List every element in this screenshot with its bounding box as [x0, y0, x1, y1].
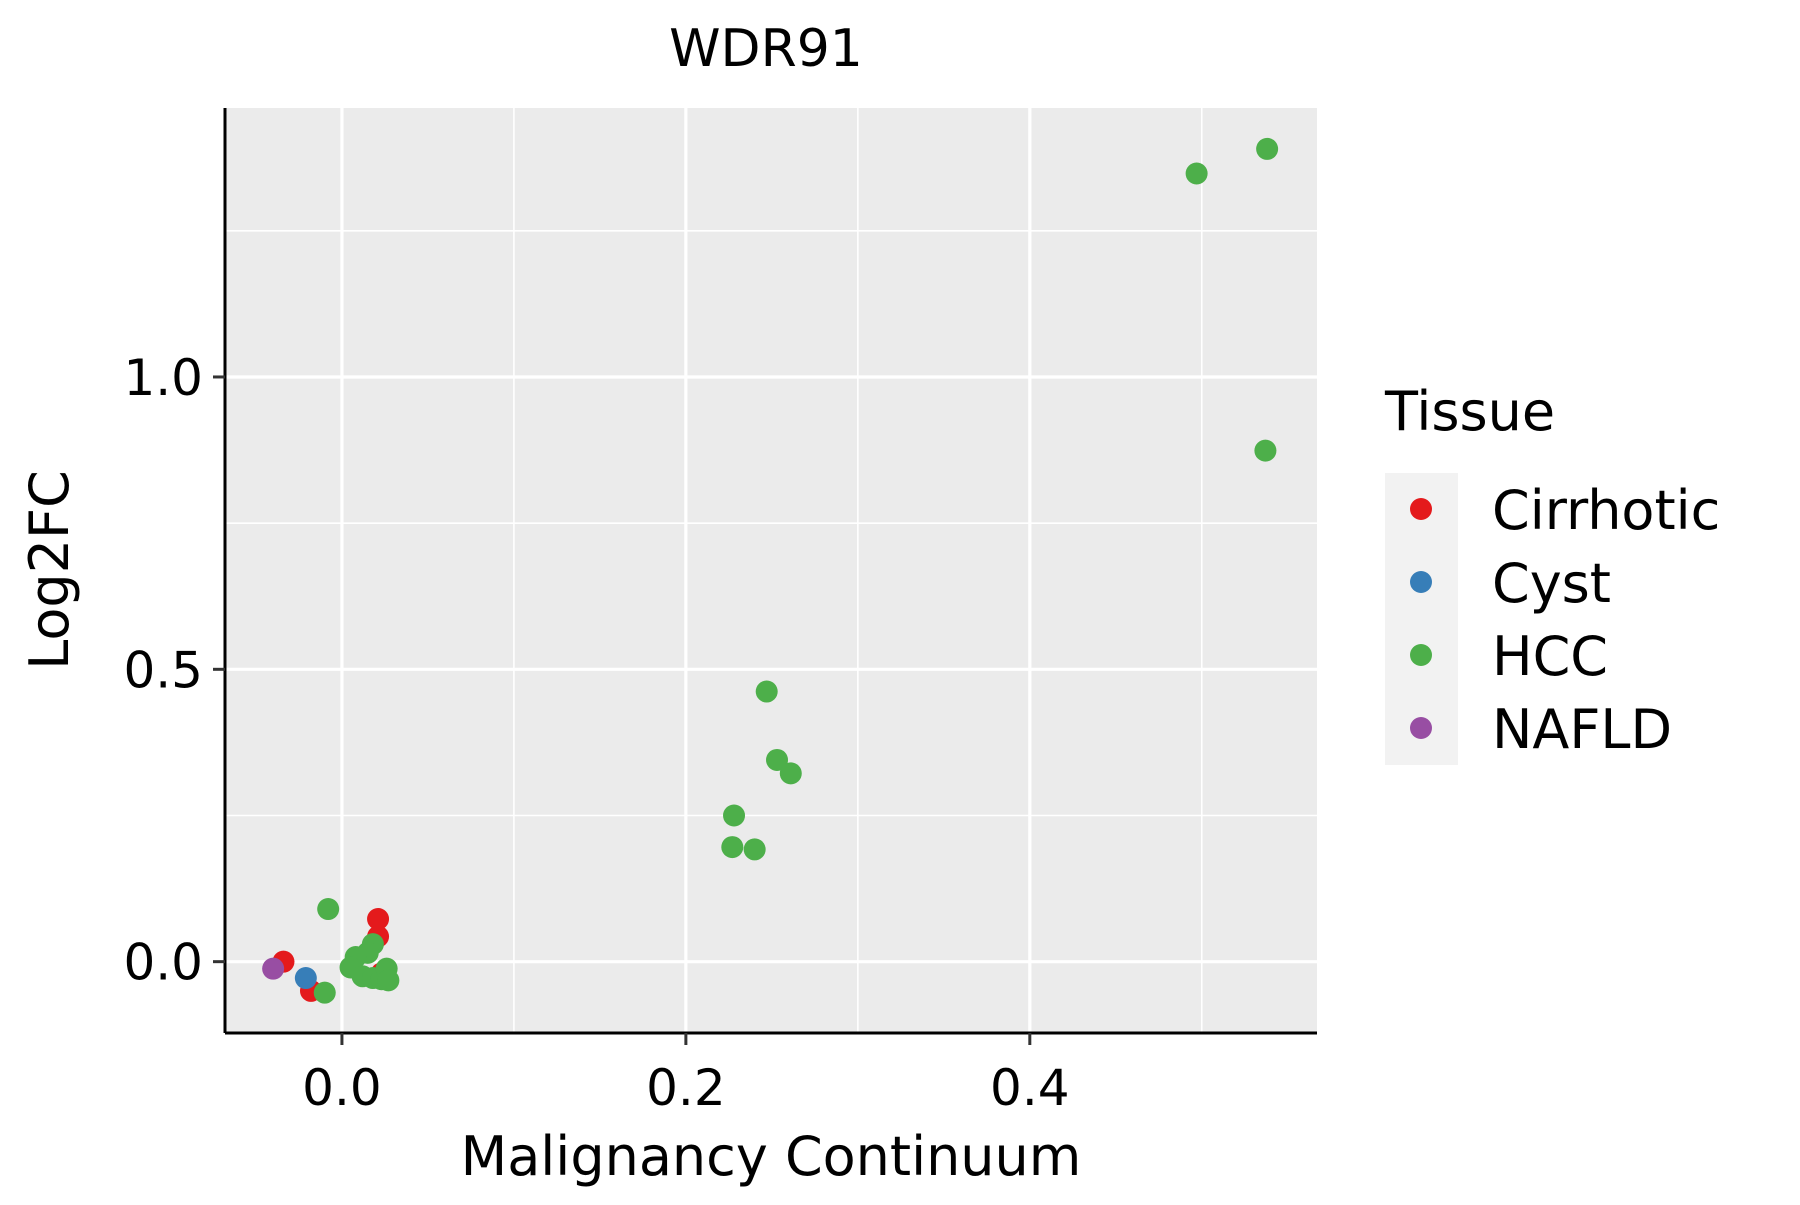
- point-hcc: [766, 748, 789, 771]
- legend-key-background: [1385, 473, 1458, 765]
- point-hcc: [1254, 439, 1277, 462]
- y-axis-ticks: 0.0 0.5 1.0: [123, 349, 225, 992]
- legend-entries: Cirrhotic Cyst HCC NAFLD: [1410, 479, 1720, 761]
- point-hcc: [721, 836, 744, 859]
- legend: Tissue Cirrhotic Cyst HCC NAFLD: [1384, 380, 1720, 765]
- legend-key-hcc: [1410, 644, 1432, 666]
- y-tick-label: 0.0: [123, 934, 203, 992]
- point-hcc: [779, 762, 802, 785]
- legend-label-nafld: NAFLD: [1492, 698, 1672, 761]
- plot-panel: [225, 108, 1317, 1033]
- x-tick-label: 0.0: [302, 1059, 382, 1117]
- x-axis-title: Malignancy Continuum: [461, 1125, 1082, 1188]
- legend-key-cyst: [1410, 571, 1432, 593]
- point-hcc: [1185, 162, 1208, 185]
- y-tick-label: 0.5: [123, 641, 203, 699]
- y-tick-label: 1.0: [123, 349, 203, 407]
- point-nafld: [262, 957, 285, 980]
- chart-title: WDR91: [669, 19, 863, 79]
- x-tick-label: 0.4: [990, 1059, 1070, 1117]
- legend-title: Tissue: [1384, 380, 1555, 443]
- legend-label-cirrhotic: Cirrhotic: [1492, 479, 1720, 542]
- legend-key-cirrhotic: [1410, 498, 1432, 520]
- legend-label-cyst: Cyst: [1492, 552, 1611, 615]
- point-hcc: [313, 981, 336, 1004]
- grid-lines: [225, 108, 1317, 1033]
- y-axis-title: Log2FC: [18, 470, 81, 670]
- point-hcc: [377, 969, 400, 992]
- point-cirrhotic: [367, 907, 390, 930]
- legend-key-nafld: [1410, 717, 1432, 739]
- x-axis-ticks: 0.0 0.2 0.4: [302, 1033, 1070, 1117]
- data-points: [262, 137, 1279, 1004]
- point-cyst: [294, 967, 317, 990]
- point-hcc: [317, 898, 340, 921]
- point-hcc: [755, 680, 778, 703]
- x-tick-label: 0.2: [646, 1059, 726, 1117]
- point-hcc: [1256, 137, 1279, 160]
- legend-label-hcc: HCC: [1492, 625, 1608, 688]
- point-hcc: [723, 804, 746, 827]
- point-hcc: [743, 838, 766, 861]
